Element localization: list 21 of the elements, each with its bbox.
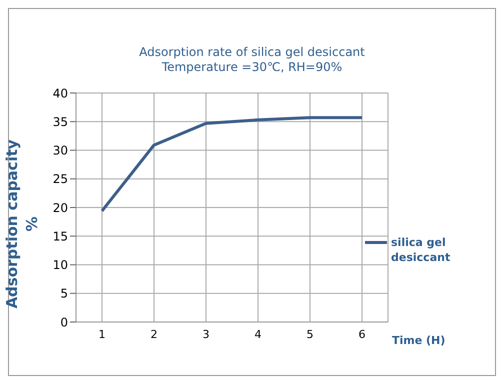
- x-tick-label: 4: [254, 328, 262, 341]
- y-tick-label: 25: [52, 172, 68, 186]
- y-tick-label: 5: [60, 286, 68, 301]
- line-series: [100, 116, 364, 212]
- y-tick-label: 0: [60, 315, 68, 330]
- y-tick-label: 15: [52, 229, 68, 244]
- x-tick-label: 6: [358, 328, 366, 341]
- y-tick-label: 10: [52, 258, 68, 272]
- y-tick-label: 40: [52, 86, 68, 100]
- chart-subtitle: Temperature =30℃, RH=90%: [160, 60, 344, 75]
- x-tick-label: 3: [202, 328, 210, 341]
- x-tick-label: 1: [98, 328, 106, 341]
- y-axis-title: Adsorption capacity %: [2, 139, 42, 309]
- y-tick-label: 35: [52, 114, 68, 129]
- y-tick-label: 20: [52, 200, 68, 215]
- x-tick-label: 5: [306, 328, 314, 341]
- chart-title: Adsorption rate of silica gel desiccant: [138, 45, 366, 60]
- x-axis-title: Time (H): [392, 334, 446, 347]
- legend-label: silica gel desiccant: [391, 235, 452, 265]
- x-tick-label: 2: [150, 328, 158, 341]
- y-tick-label: 30: [52, 144, 68, 158]
